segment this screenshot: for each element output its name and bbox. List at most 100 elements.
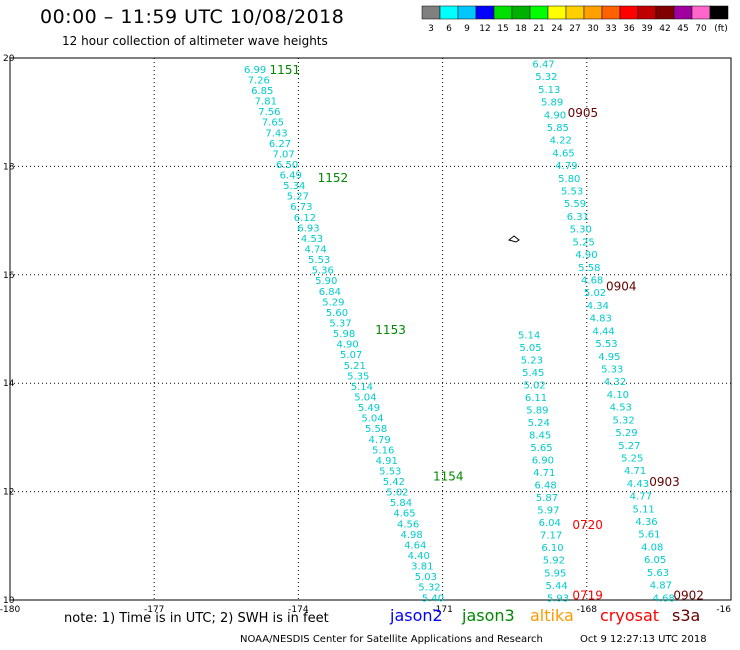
- legend-tick-label: 42: [659, 24, 670, 34]
- swh-value: 6.85: [251, 86, 273, 97]
- swh-value: 5.13: [538, 85, 560, 96]
- legend-altika: altika: [530, 606, 574, 625]
- legend-tick-label: 6: [446, 24, 452, 34]
- swh-value: 5.61: [638, 530, 660, 541]
- swh-value: 5.29: [322, 297, 344, 308]
- swh-value: 5.04: [354, 392, 376, 403]
- swh-value: 6.47: [532, 59, 554, 70]
- swh-value: 4.91: [376, 456, 398, 467]
- swh-value: 6.90: [532, 456, 554, 467]
- swh-value: 7.07: [272, 149, 294, 160]
- chart-marks: 6.997.266.857.817.567.657.436.277.076.50…: [244, 59, 704, 604]
- swh-value: 7.56: [258, 107, 280, 118]
- swh-value: 5.87: [536, 493, 558, 504]
- swh-value: 5.89: [541, 98, 563, 109]
- legend-tick-label: (ft): [714, 24, 728, 34]
- swh-value: 4.22: [550, 136, 572, 147]
- legend-s3a: s3a: [672, 606, 701, 625]
- swh-value: 5.98: [333, 329, 355, 340]
- legend-tick-label: 33: [605, 24, 616, 34]
- legend-swatch: [547, 5, 567, 20]
- units-note: note: 1) Time is in UTC; 2) SWH is in fe…: [64, 611, 329, 626]
- swh-value: 4.65: [552, 148, 574, 159]
- swh-value: 5.02: [584, 288, 606, 299]
- swh-value: 5.04: [361, 414, 383, 425]
- legend-cryosat: cryosat: [600, 606, 660, 625]
- swh-value: 5.30: [570, 225, 592, 236]
- track-time-label: 0904: [606, 280, 637, 294]
- credit-line: NOAA/NESDIS Center for Satellite Applica…: [240, 634, 543, 645]
- swh-value: 5.21: [344, 361, 366, 372]
- x-tick-label: -171: [432, 605, 452, 615]
- y-tick-label: 20: [3, 54, 15, 64]
- legend-tick-label: 24: [551, 24, 563, 34]
- legend-swatch: [457, 5, 477, 20]
- chart-title: 00:00 – 11:59 UTC 10/08/2018: [40, 6, 345, 28]
- swh-value: 5.25: [572, 237, 594, 248]
- track-time-label: 0902: [673, 589, 704, 603]
- swh-value: 5.03: [415, 572, 437, 583]
- track-time-label: 0905: [568, 106, 599, 120]
- swh-value: 4.87: [650, 581, 672, 592]
- swh-value: 6.93: [297, 223, 319, 234]
- swh-value: 7.43: [265, 128, 287, 139]
- swh-value: 5.65: [530, 443, 552, 454]
- track-time-label: 1154: [433, 469, 464, 483]
- swh-value: 7.65: [262, 118, 284, 129]
- legend-swatch: [709, 5, 729, 20]
- swh-value: 5.14: [351, 382, 373, 393]
- swh-value: 5.85: [547, 123, 569, 134]
- swh-value: 5.80: [558, 174, 580, 185]
- legend-swatch: [511, 5, 531, 20]
- swh-value: 6.10: [541, 543, 563, 554]
- swh-value: 5.90: [315, 276, 337, 287]
- chart-subtitle: 12 hour collection of altimeter wave hei…: [62, 34, 328, 48]
- swh-value: 7.26: [248, 75, 270, 86]
- swh-value: 5.34: [283, 181, 305, 192]
- swh-value: 4.71: [533, 468, 555, 479]
- swh-value: 5.24: [528, 418, 550, 429]
- swh-value: 5.95: [544, 568, 566, 579]
- swh-value: 6.73: [290, 202, 312, 213]
- x-tick-label: -16: [716, 605, 731, 615]
- swh-value: 4.64: [404, 540, 426, 551]
- swh-value: 5.32: [535, 72, 557, 83]
- generation-timestamp: Oct 9 12:27:13 UTC 2018: [580, 634, 707, 645]
- swh-value: 4.43: [627, 479, 649, 490]
- y-tick-label: 12: [3, 488, 14, 498]
- swh-value: 5.07: [340, 350, 362, 361]
- legend-tick-label: 27: [569, 24, 580, 34]
- swh-value: 6.04: [539, 518, 561, 529]
- legend-tick-label: 3: [428, 24, 434, 34]
- legend-swatch: [691, 5, 711, 20]
- swh-value: 4.74: [304, 245, 326, 256]
- swh-value: 5.84: [390, 498, 412, 509]
- legend-tick-label: 45: [677, 24, 688, 34]
- y-tick-label: 16: [3, 271, 15, 281]
- track-time-label: 0719: [572, 589, 603, 603]
- legend-swatch: [439, 5, 459, 20]
- swh-value: 5.11: [633, 504, 655, 515]
- swh-value: 5.25: [621, 453, 643, 464]
- swh-value: 7.17: [540, 531, 562, 542]
- swh-value: 4.34: [587, 301, 609, 312]
- y-tick-label: 10: [3, 596, 15, 606]
- swh-value: 5.16: [372, 445, 394, 456]
- swh-value: 6.48: [534, 481, 556, 492]
- legend-swatch: [655, 5, 675, 20]
- swh-value: 6.84: [319, 287, 341, 298]
- y-tick-label: 18: [3, 162, 15, 172]
- swh-value: 5.02: [386, 488, 408, 499]
- swh-value: 6.11: [525, 393, 547, 404]
- track-time-label: 1153: [375, 323, 406, 337]
- swh-value: 5.58: [578, 263, 600, 274]
- legend-tick-label: 15: [497, 24, 508, 34]
- swh-value: 5.92: [543, 556, 565, 567]
- legend-tick-label: 21: [533, 24, 544, 34]
- legend-tick-label: 39: [641, 24, 653, 34]
- swh-value: 5.45: [522, 368, 544, 379]
- chart-axes: -180 -177 -174 -171 -168 -16 20 18 16 14 12 10: [0, 54, 731, 615]
- track-time-label: 1151: [270, 63, 301, 77]
- track-time-label: 0903: [649, 475, 680, 489]
